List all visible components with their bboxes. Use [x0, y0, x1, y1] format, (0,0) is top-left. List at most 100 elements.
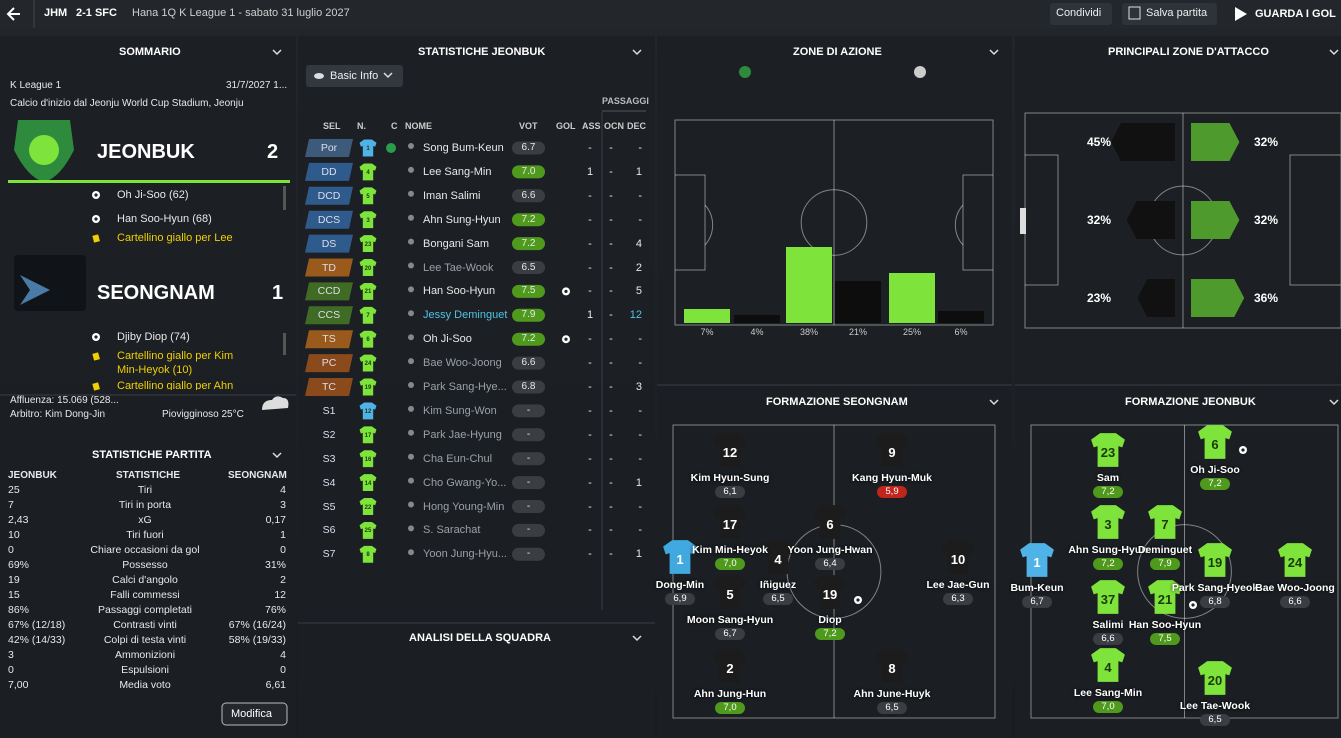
weather: Piovigginoso 25°C [162, 409, 244, 420]
player-name: Oh Ji-Soo [1190, 464, 1240, 476]
position-badge [305, 282, 353, 301]
edit-button[interactable]: Modifica [231, 708, 272, 720]
goal-icon [1241, 448, 1245, 452]
watch-button[interactable]: GUARDA I GOL [1255, 8, 1336, 20]
save-button[interactable]: Salva partita [1146, 7, 1208, 19]
shirt [813, 575, 847, 609]
stat-away: 67% (16/24) [228, 619, 286, 631]
edit-button [221, 702, 288, 726]
position: DCS [317, 213, 341, 226]
zone-label: 21% [848, 327, 867, 337]
stat-away: 58% (19/33) [228, 634, 286, 646]
attack-arrow [1137, 279, 1175, 317]
pitch-line [704, 204, 964, 246]
position-badge [305, 234, 353, 253]
zone-label: 38% [799, 327, 818, 337]
panel-title: ANALISI DELLA SQUADRA [409, 632, 551, 644]
chevron [1329, 49, 1339, 56]
stat-label: Ammonizioni [114, 649, 176, 661]
player-icon [408, 214, 414, 221]
share-button[interactable]: Condividi [1056, 7, 1102, 19]
match-info: Hana 1Q K League 1 - sabato 31 luglio 20… [132, 7, 350, 19]
rating-pill [1093, 558, 1123, 570]
panel [1015, 36, 1341, 738]
player-icon [408, 334, 414, 341]
shirt-number: 10 [950, 552, 966, 567]
zone-bar [684, 309, 730, 323]
panel [298, 36, 655, 738]
rating: 7,5 [1158, 633, 1172, 644]
player-icon [408, 238, 414, 245]
chevron [989, 49, 999, 56]
rating: 6,5 [771, 593, 785, 604]
stat-label: Tiri fuori [126, 529, 164, 541]
venue: Calcio d'inizio dal Jeonju World Cup Sta… [10, 98, 244, 109]
shirt [1020, 543, 1054, 577]
rating: 6,5 [885, 702, 899, 713]
stat-home: 67% (12/18) [8, 619, 66, 631]
stat-home: 19 [8, 574, 20, 586]
attack-arrow [1191, 279, 1245, 317]
player-name: Song Bum-Keun [423, 142, 504, 154]
rating-pill [763, 593, 793, 605]
card-icon [92, 352, 100, 361]
view-dropdown [306, 65, 403, 87]
rating: 7,2 [1101, 558, 1115, 569]
shirt [359, 450, 377, 468]
key-passes: - [609, 213, 613, 226]
passes: - [638, 357, 642, 370]
panel-title: SOMMARIO [119, 46, 181, 58]
panel-title: FORMAZIONE JEONBUK [1125, 396, 1256, 408]
rating: - [526, 452, 531, 464]
player-icon [408, 429, 414, 436]
player-name: Park Jae-Hyung [423, 428, 502, 441]
shirt-number: 17 [722, 517, 738, 532]
event: Cartellino giallo per Kim Min-Heyok (10) [117, 350, 234, 376]
key-passes: - [609, 189, 613, 202]
score: 2-1 SFC [76, 7, 117, 19]
shirt-number: 4 [1104, 660, 1112, 675]
shirt-number: 5 [366, 193, 370, 200]
player-name: Bongani Sam [423, 237, 490, 250]
player-name: Lee Tae-Wook [423, 261, 494, 274]
rating-pill [512, 261, 545, 274]
assists: - [588, 548, 592, 561]
chevron [383, 72, 393, 79]
rating: - [526, 548, 531, 560]
scrollbar [283, 333, 286, 355]
shirt [941, 540, 975, 574]
rating: 7,2 [1208, 478, 1222, 489]
shirt [359, 354, 377, 372]
rating: 6,8 [1208, 596, 1222, 607]
panel-title: ZONE DI AZIONE [793, 46, 882, 58]
player-name: Lee Sang-Min [1073, 687, 1143, 699]
goal-icon [564, 337, 568, 341]
key-passes: - [609, 476, 613, 489]
assists: - [588, 213, 592, 226]
zone-bar [938, 311, 984, 323]
shirt-number: 24 [1287, 555, 1303, 570]
zone-bar [835, 281, 881, 323]
shirt-number: 19 [364, 385, 372, 391]
rating-pill [512, 476, 545, 490]
position-badge [305, 378, 353, 396]
shirt [1198, 661, 1232, 695]
position-badge [305, 139, 353, 157]
rating: 7,9 [1158, 558, 1172, 569]
assists: - [588, 285, 592, 298]
shirt [359, 282, 377, 300]
save-icon [1128, 6, 1141, 20]
attack-label: 32% [1254, 135, 1279, 149]
player-icon [408, 405, 414, 412]
rating-pill [877, 486, 907, 498]
panel-title: STATISTICHE PARTITA [92, 449, 212, 461]
view-dropdown[interactable]: Basic Info [330, 70, 379, 82]
shirt-number: 21 [1157, 592, 1173, 607]
shirt-number: 6 [826, 517, 834, 532]
shirt [713, 575, 747, 609]
shirt-number: 24 [364, 361, 372, 368]
chevron [989, 399, 999, 406]
stat-away: 6,61 [265, 679, 286, 691]
chevron [272, 49, 282, 56]
player-name: S. Sarachat [423, 524, 481, 537]
